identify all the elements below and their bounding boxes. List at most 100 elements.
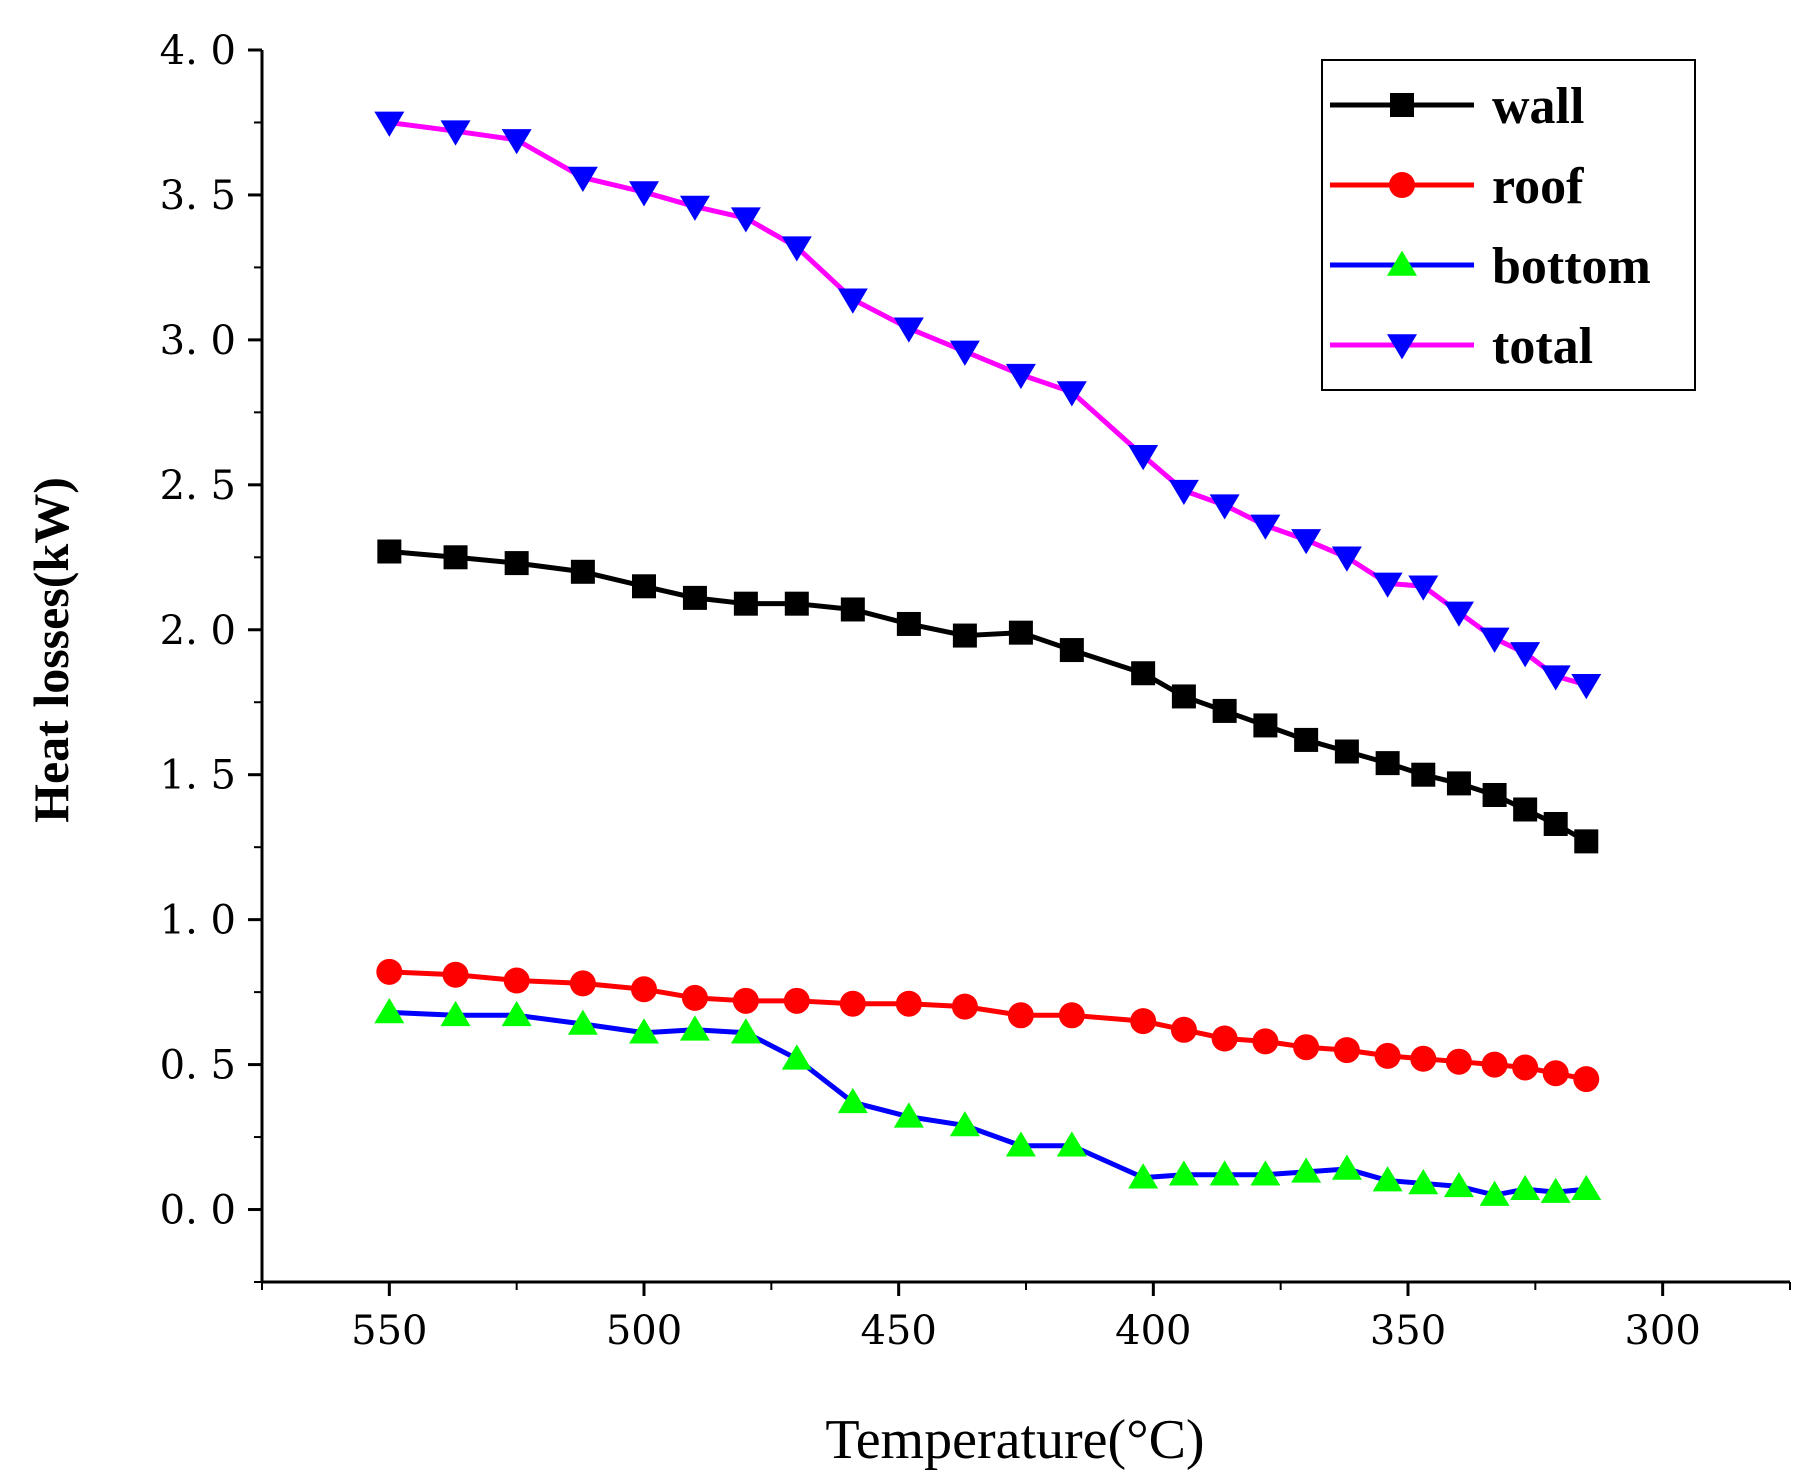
roof-point <box>1410 1045 1437 1072</box>
wall-point <box>1294 727 1319 752</box>
bottom-point <box>730 1018 761 1044</box>
legend-item-total: total <box>1330 318 1593 375</box>
bottom-point <box>440 1000 471 1027</box>
wall-point <box>952 623 977 648</box>
total-point <box>1005 363 1036 390</box>
roof-point <box>376 958 403 985</box>
total-point <box>1291 529 1322 555</box>
x-tick-label: 350 <box>1370 1308 1446 1354</box>
roof-point <box>1445 1048 1472 1075</box>
series-bottom <box>374 998 1602 1206</box>
total-point <box>837 288 868 314</box>
total-point <box>1250 514 1281 540</box>
wall-point <box>1446 771 1471 796</box>
wall-point <box>840 597 865 622</box>
total-point <box>1443 601 1474 627</box>
bottom-point <box>1571 1174 1602 1201</box>
roof-point <box>1252 1028 1279 1055</box>
y-tick-label: 3. 5 <box>160 173 236 219</box>
wall-point <box>1253 713 1278 738</box>
roof-point <box>442 961 469 988</box>
roof-point <box>1211 1025 1238 1052</box>
wall-point <box>1375 751 1400 776</box>
wall-point <box>443 545 468 570</box>
wall-point <box>1334 739 1359 764</box>
roof-point <box>1374 1042 1401 1069</box>
legend: wall roof bottom total <box>1321 59 1696 391</box>
total-point <box>730 207 761 233</box>
y-tick-label: 4. 0 <box>160 28 236 74</box>
wall-point <box>377 539 402 564</box>
bottom-point <box>837 1087 868 1114</box>
series-roof <box>376 958 1600 1093</box>
legend-box <box>1321 59 1696 391</box>
legend-label: total <box>1492 318 1593 375</box>
bottom-point <box>1510 1174 1541 1201</box>
y-axis: 0. 0 0. 5 1. 0 1. 5 2. 0 2. 5 3. 0 3. 5 4. 0 <box>160 28 262 1283</box>
bottom-point <box>1540 1177 1571 1203</box>
bottom-point <box>1291 1157 1322 1183</box>
wall-point <box>896 611 921 636</box>
roof-point <box>839 990 866 1017</box>
roof-point <box>1573 1066 1600 1093</box>
bottom-point <box>679 1015 710 1041</box>
y-tick-label: 0. 5 <box>160 1043 236 1089</box>
wall-point <box>733 591 758 616</box>
wall-point <box>1574 829 1599 854</box>
wall-point <box>1059 638 1084 663</box>
bottom-point <box>1056 1131 1087 1157</box>
wall-line <box>389 549 1588 844</box>
bottom-point <box>1128 1163 1159 1189</box>
series-wall <box>377 539 1599 854</box>
bottom-point <box>1443 1171 1474 1198</box>
total-point <box>1571 674 1602 700</box>
y-axis-title: Heat losses(kW) <box>23 477 79 823</box>
roof-point <box>681 984 708 1011</box>
wall-point <box>504 551 529 576</box>
legend-swatch-marker <box>1390 93 1414 117</box>
bottom-point <box>1372 1166 1403 1192</box>
legend-swatch-marker <box>1387 334 1417 360</box>
bottom-line <box>389 1009 1587 1198</box>
series-total <box>374 111 1602 700</box>
x-tick-label: 400 <box>1115 1308 1191 1354</box>
legend-swatch-marker <box>1387 250 1417 276</box>
total-point <box>1128 445 1159 471</box>
roof-point <box>1293 1034 1320 1061</box>
total-point <box>1056 381 1087 407</box>
wall-point <box>682 585 707 610</box>
x-tick-label: 450 <box>860 1308 936 1354</box>
legend-label: wall <box>1492 78 1584 135</box>
bottom-point <box>501 1000 532 1027</box>
x-tick-label: 300 <box>1624 1308 1700 1354</box>
wall-point <box>632 574 656 599</box>
bottom-point <box>1168 1160 1199 1186</box>
roof-point <box>895 990 922 1017</box>
bottom-point <box>1250 1160 1281 1186</box>
total-point <box>1209 494 1240 520</box>
wall-point <box>570 559 595 584</box>
bottom-point <box>567 1009 598 1035</box>
bottom-point <box>781 1044 812 1070</box>
total-point <box>893 317 924 343</box>
bottom-point <box>1005 1131 1036 1157</box>
total-point <box>567 166 598 192</box>
roof-point <box>1170 1016 1197 1043</box>
roof-point <box>1542 1060 1569 1087</box>
y-tick-label: 2. 5 <box>160 463 236 509</box>
y-tick-label: 1. 5 <box>160 753 236 799</box>
roof-point <box>783 987 810 1014</box>
bottom-point <box>374 998 405 1024</box>
legend-label: roof <box>1492 158 1584 215</box>
wall-point <box>1482 782 1507 807</box>
roof-point <box>1512 1054 1539 1081</box>
total-point <box>1479 627 1510 653</box>
x-tick-label: 500 <box>606 1308 682 1354</box>
series-layer <box>374 111 1602 1206</box>
bottom-point <box>1479 1180 1510 1206</box>
bottom-point <box>949 1111 980 1137</box>
roof-point <box>1481 1051 1508 1078</box>
total-point <box>679 195 710 221</box>
wall-point <box>1543 811 1568 836</box>
